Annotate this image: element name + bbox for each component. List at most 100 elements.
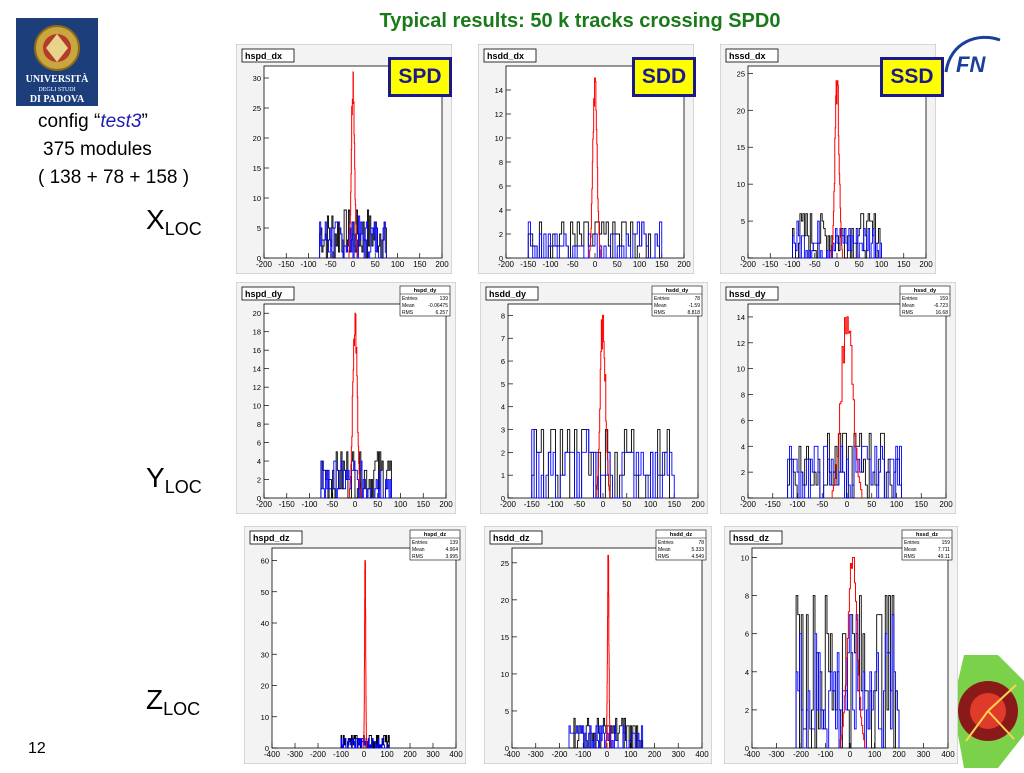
histogram-svg: hsdd_dz hsdd_dz Entries 78 Mean 5.333 RMS 4.549…: [483, 525, 713, 765]
x-tick-label: 200: [939, 500, 953, 509]
histogram-svg: hsdd_dx -200 -150 -100 -50 0 50 100 150 200 0 2 4 6 8 1…: [477, 43, 695, 275]
series-red: [348, 71, 358, 258]
y-tick-label: 5: [741, 217, 745, 226]
y-tick-label: 4: [741, 442, 745, 451]
row-label-y-main: Y: [146, 462, 165, 493]
x-tick-label: 300: [672, 750, 686, 759]
svg-text:hsdd_dz: hsdd_dz: [670, 532, 693, 538]
x-tick-label: -200: [256, 500, 273, 509]
x-tick-label: 300: [426, 750, 440, 759]
histogram-title: hssd_dz: [729, 530, 783, 545]
x-tick-label: 0: [605, 750, 610, 759]
x-tick-label: 100: [890, 500, 904, 509]
series-blue: [568, 725, 644, 749]
x-tick-label: -150: [765, 500, 782, 509]
svg-text:hsdd_dz: hsdd_dz: [493, 533, 530, 543]
x-tick-label: 200: [919, 260, 933, 269]
y-tick-label: 10: [495, 134, 503, 143]
y-tick-label: 8: [257, 420, 261, 429]
histogram-hspd-dy: hspd_dy hspd_dy Entries 139 Mean -0.06475 RMS 6…: [235, 281, 457, 515]
series-blue: [531, 429, 675, 499]
badge-sdd: SDD: [632, 57, 696, 97]
x-tick-label: -100: [542, 260, 559, 269]
x-tick-label: 200: [892, 750, 906, 759]
x-tick-label: 0: [593, 260, 598, 269]
config-info: config “test3” 375 modules ( 138 + 78 + …: [38, 108, 189, 192]
row-label-z: ZLOC: [146, 684, 200, 719]
y-tick-label: 8: [741, 391, 745, 400]
x-tick-label: -100: [301, 500, 318, 509]
x-tick-label: 400: [941, 750, 955, 759]
y-tick-label: 15: [253, 164, 261, 173]
stats-value: 6.257: [435, 310, 448, 316]
stats-label: Mean: [902, 303, 915, 309]
x-tick-label: 400: [449, 750, 463, 759]
histogram-title: hssd_dy: [725, 286, 779, 301]
x-tick-label: 100: [644, 500, 658, 509]
y-tick-label: 15: [501, 633, 509, 642]
x-tick-label: -400: [264, 750, 281, 759]
y-tick-label: 10: [737, 180, 745, 189]
histogram-svg: hspd_dz hspd_dz Entries 139 Mean 4.964 RMS 3.99…: [243, 525, 467, 765]
x-tick-label: 0: [362, 750, 367, 759]
series-red: [605, 554, 611, 748]
x-tick-label: 0: [353, 500, 358, 509]
x-tick-label: 0: [848, 750, 853, 759]
x-tick-label: -50: [567, 260, 579, 269]
x-tick-label: 200: [691, 500, 705, 509]
series-red: [349, 312, 361, 498]
stats-value: 7.711: [938, 547, 950, 553]
histogram-hsdd-dz: hsdd_dz hsdd_dz Entries 78 Mean 5.333 RMS 4.549…: [483, 525, 713, 765]
x-tick-label: 100: [624, 750, 638, 759]
plot-area: [747, 303, 947, 499]
stats-value: 3.995: [445, 554, 458, 560]
y-tick-label: 5: [505, 707, 509, 716]
y-tick-label: 10: [253, 194, 261, 203]
x-tick-label: 150: [897, 260, 911, 269]
x-tick-label: 200: [648, 750, 662, 759]
config-name: test3: [100, 111, 142, 132]
config-line: config “test3”: [38, 108, 189, 136]
y-tick-label: 10: [737, 365, 745, 374]
stats-label: Entries: [904, 540, 920, 546]
y-tick-label: 6: [741, 416, 745, 425]
row-label-x-main: X: [146, 204, 165, 235]
x-tick-label: 100: [875, 260, 889, 269]
x-tick-label: -100: [333, 750, 350, 759]
series-red: [363, 560, 368, 748]
y-tick-label: 15: [737, 143, 745, 152]
histogram-hsdd-dx: hsdd_dx -200 -150 -100 -50 0 50 100 150 200 0 2 4 6 8 1…: [477, 43, 695, 275]
histogram-title: hspd_dx: [241, 48, 295, 63]
stats-box: hssd_dy Entries 159 Mean -6.723 RMS 16.68: [899, 285, 951, 317]
series-black: [787, 432, 902, 499]
y-tick-label: 0: [741, 254, 745, 263]
y-tick-label: 4: [499, 206, 503, 215]
x-tick-label: 0: [601, 500, 606, 509]
stats-label: Entries: [658, 540, 674, 546]
x-tick-label: 50: [613, 260, 622, 269]
stats-value: 78: [698, 540, 704, 546]
y-tick-label: 20: [261, 682, 269, 691]
x-tick-label: -200: [551, 750, 568, 759]
x-tick-label: 200: [677, 260, 691, 269]
y-tick-label: 14: [737, 313, 745, 322]
x-tick-label: -150: [524, 500, 541, 509]
x-tick-label: -50: [809, 260, 821, 269]
x-tick-label: 200: [439, 500, 453, 509]
y-tick-label: 0: [499, 254, 503, 263]
svg-text:hspd_dz: hspd_dz: [424, 532, 447, 538]
y-tick-label: 20: [737, 106, 745, 115]
svg-text:hsdd_dx: hsdd_dx: [487, 51, 524, 61]
y-tick-label: 30: [261, 650, 269, 659]
series-red: [831, 80, 843, 258]
svg-text:hssd_dx: hssd_dx: [729, 51, 766, 61]
stats-label: RMS: [412, 554, 424, 560]
y-tick-label: 5: [257, 224, 261, 233]
y-tick-label: 50: [261, 588, 269, 597]
y-tick-label: 4: [501, 403, 505, 412]
x-tick-label: -50: [816, 500, 828, 509]
x-tick-label: -100: [784, 260, 801, 269]
x-tick-label: 150: [655, 260, 669, 269]
stats-value: 5.333: [691, 547, 704, 553]
x-tick-label: -150: [520, 260, 537, 269]
